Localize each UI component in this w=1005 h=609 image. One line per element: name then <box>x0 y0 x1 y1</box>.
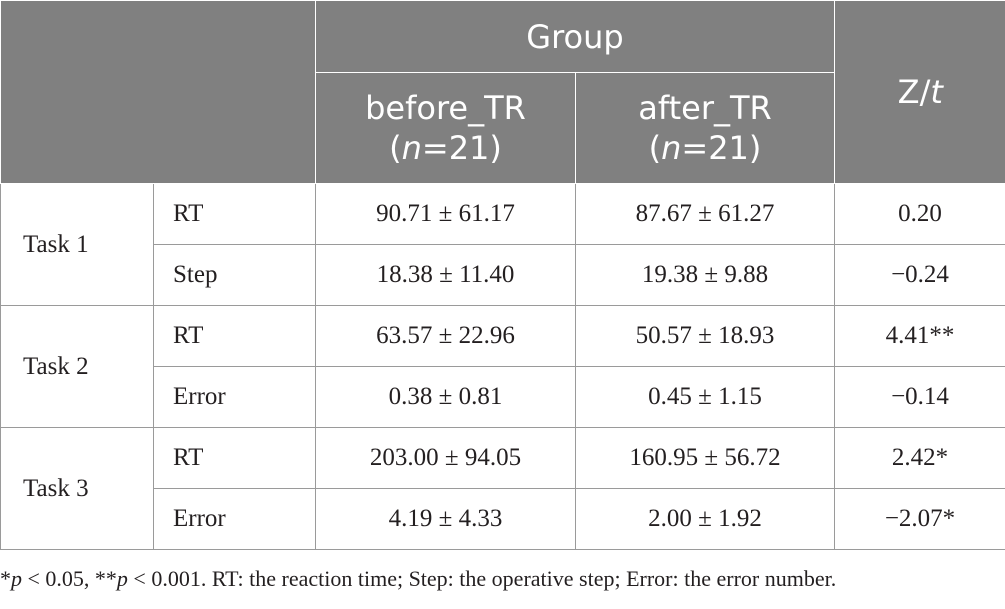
after-value-cell: 0.45 ± 1.15 <box>574 366 836 428</box>
stat-value-cell: 0.20 <box>834 183 1005 245</box>
before-value-cell: 63.57 ± 22.96 <box>315 305 576 367</box>
before-value-cell: 90.71 ± 61.17 <box>315 183 576 245</box>
before-tr-n-symbol: n <box>401 129 422 167</box>
measure-cell: Step <box>153 244 316 306</box>
after-tr-n-open: ( <box>648 129 662 167</box>
table-row: Error 4.19 ± 4.33 2.00 ± 1.92 −2.07* <box>1 488 1005 550</box>
stat-value-cell: −2.07* <box>834 488 1005 550</box>
before-tr-header: before_TR (n=21) <box>315 72 576 184</box>
after-value-cell: 19.38 ± 9.88 <box>574 244 836 306</box>
table-row: Error 0.38 ± 0.81 0.45 ± 1.15 −0.14 <box>1 366 1005 428</box>
after-tr-n: (n=21) <box>576 128 834 168</box>
group-label: Group <box>526 17 624 56</box>
header-row-1: Group Z/t <box>0 0 1005 184</box>
footnote-star: * <box>0 566 11 591</box>
stat-header: Z/t <box>834 0 1005 184</box>
header-corner-cell <box>0 0 316 184</box>
after-tr-n-symbol: n <box>661 129 682 167</box>
footnote-p-symbol-2: p <box>116 566 128 591</box>
before-tr-n-value: =21) <box>421 129 502 167</box>
before-tr-n: (n=21) <box>316 128 575 168</box>
group-header: Group <box>314 0 836 73</box>
footnote-text-1: < 0.05, ** <box>22 566 117 591</box>
table-header: Group Z/t before_TR (n=21) after_TR (n=2… <box>0 0 1005 184</box>
task-label: Task 3 <box>0 427 154 550</box>
results-table: Group Z/t before_TR (n=21) after_TR (n=2… <box>0 0 1005 550</box>
task-label: Task 2 <box>0 305 154 428</box>
stat-value-cell: −0.14 <box>834 366 1005 428</box>
before-tr-n-open: ( <box>389 129 402 167</box>
stat-label-prefix: Z/ <box>897 73 931 111</box>
measure-cell: RT <box>153 183 316 245</box>
stat-value-cell: −0.24 <box>834 244 1005 306</box>
after-value-cell: 160.95 ± 56.72 <box>574 427 836 489</box>
measure-cell: RT <box>153 427 316 489</box>
before-value-cell: 18.38 ± 11.40 <box>315 244 576 306</box>
after-tr-name: after_TR <box>638 89 772 127</box>
table-row: Task 1 RT 90.71 ± 61.17 87.67 ± 61.27 0.… <box>0 183 1005 306</box>
measure-cell: Error <box>153 488 316 550</box>
header-row-2: before_TR (n=21) after_TR (n=21) <box>1 72 1005 184</box>
stat-value-cell: 4.41** <box>834 305 1005 367</box>
before-value-cell: 203.00 ± 94.05 <box>315 427 576 489</box>
after-value-cell: 50.57 ± 18.93 <box>574 305 836 367</box>
table-row: Step 18.38 ± 11.40 19.38 ± 9.88 −0.24 <box>1 244 1005 306</box>
before-tr-name: before_TR <box>365 89 526 127</box>
measure-cell: Error <box>153 366 316 428</box>
after-value-cell: 2.00 ± 1.92 <box>574 488 836 550</box>
stat-label-italic: t <box>930 73 943 111</box>
table-row: Task 2 RT 63.57 ± 22.96 50.57 ± 18.93 4.… <box>0 305 1005 428</box>
footnote-text-2: < 0.001. RT: the reaction time; Step: th… <box>127 566 837 591</box>
after-tr-header: after_TR (n=21) <box>574 72 836 184</box>
stat-value-cell: 2.42* <box>834 427 1005 489</box>
after-value-cell: 87.67 ± 61.27 <box>574 183 836 245</box>
before-value-cell: 4.19 ± 4.33 <box>315 488 576 550</box>
table-row: Task 3 RT 203.00 ± 94.05 160.95 ± 56.72 … <box>0 427 1005 550</box>
measure-cell: RT <box>153 305 316 367</box>
table-body: Task 1 RT 90.71 ± 61.17 87.67 ± 61.27 0.… <box>0 183 1005 550</box>
before-value-cell: 0.38 ± 0.81 <box>315 366 576 428</box>
after-tr-n-value: =21) <box>681 129 762 167</box>
table-footnote: *p < 0.05, **p < 0.001. RT: the reaction… <box>0 566 836 592</box>
task-label: Task 1 <box>0 183 154 306</box>
footnote-p-symbol-1: p <box>11 566 22 591</box>
